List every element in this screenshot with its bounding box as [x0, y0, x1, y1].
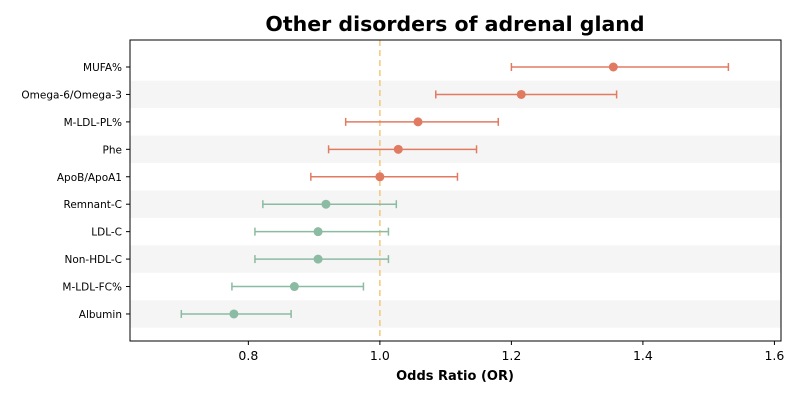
- x-tick-label: 0.8: [238, 348, 258, 363]
- x-tick-label: 1.6: [764, 348, 784, 363]
- x-tick-label: 1.4: [633, 348, 653, 363]
- estimate-m-ldl-fc-: [231, 282, 365, 292]
- or-point: [393, 144, 403, 154]
- estimate-non-hdl-c: [254, 254, 390, 264]
- row-band: [130, 245, 781, 273]
- or-point: [229, 309, 239, 319]
- y-tick-label: M-LDL-FC%: [62, 282, 122, 294]
- estimate-m-ldl-pl-: [344, 117, 499, 127]
- or-point: [321, 199, 331, 209]
- or-point: [608, 62, 618, 72]
- plot-frame: [129, 39, 782, 342]
- y-tick-label: Albumin: [79, 309, 122, 321]
- or-point: [375, 172, 385, 182]
- y-tick-label: LDL-C: [91, 227, 122, 239]
- estimate-apob-apoa1: [310, 172, 459, 182]
- y-tick-label: ApoB/ApoA1: [57, 172, 122, 184]
- row-bands: [130, 80, 781, 328]
- chart-title: Other disorders of adrenal gland: [265, 12, 644, 36]
- y-tick-label: Non-HDL-C: [65, 254, 123, 266]
- or-point: [413, 117, 423, 127]
- y-tick-label: Phe: [103, 144, 122, 156]
- or-point: [313, 254, 323, 264]
- estimate-omega-6-omega-3: [435, 89, 618, 99]
- y-tick-label: Omega-6/Omega-3: [21, 89, 122, 101]
- y-tick-label: MUFA%: [83, 62, 122, 74]
- or-point: [516, 89, 526, 99]
- x-axis-label: Odds Ratio (OR): [396, 369, 514, 384]
- x-tick-label: 1.2: [501, 348, 521, 363]
- x-axis: 0.8 1.0 1.2 1.4 1.6: [238, 341, 784, 363]
- data-marks: [180, 62, 730, 319]
- estimate-mufa-: [510, 62, 730, 72]
- estimate-ldl-c: [254, 227, 390, 237]
- estimate-remnant-c: [262, 199, 398, 209]
- estimate-albumin: [180, 309, 292, 319]
- or-point: [289, 282, 299, 292]
- y-tick-label: Remnant-C: [64, 199, 123, 211]
- y-tick-label: M-LDL-PL%: [64, 117, 122, 129]
- estimate-phe: [327, 144, 478, 154]
- row-band: [130, 190, 781, 218]
- y-axis: MUFA% Omega-6/Omega-3 M-LDL-PL% Phe ApoB/Apo…: [21, 62, 130, 321]
- or-point: [313, 227, 323, 237]
- x-tick-label: 1.0: [370, 348, 390, 363]
